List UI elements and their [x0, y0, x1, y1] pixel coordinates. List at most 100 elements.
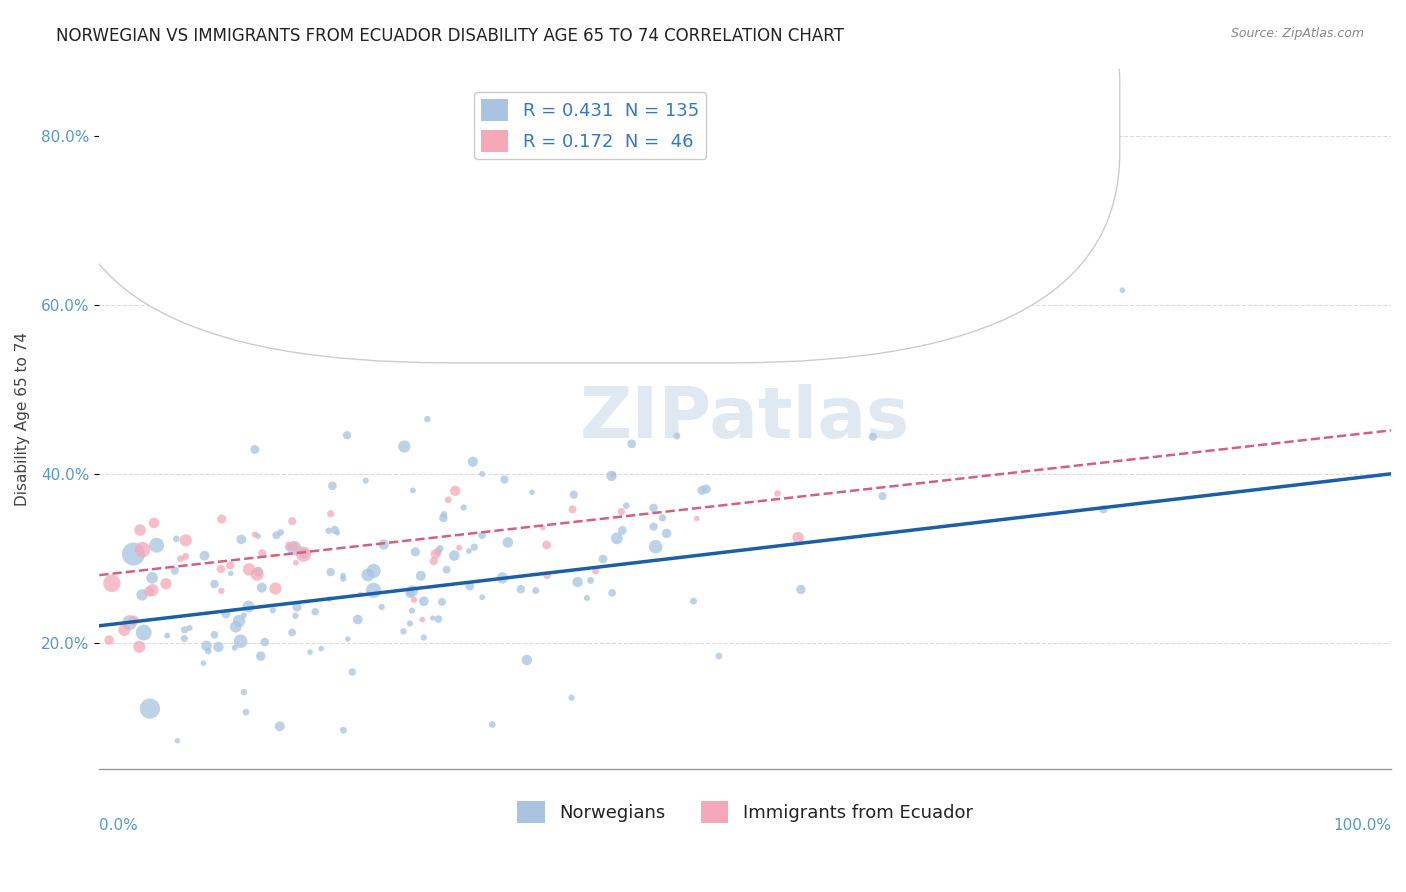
Text: NORWEGIAN VS IMMIGRANTS FROM ECUADOR DISABILITY AGE 65 TO 74 CORRELATION CHART: NORWEGIAN VS IMMIGRANTS FROM ECUADOR DIS… [56, 27, 844, 45]
Point [174, 549, 197, 564]
Point [318, 524, 340, 538]
Point [423, 554, 446, 568]
Point [787, 531, 810, 545]
Point [143, 516, 166, 530]
Point [232, 685, 254, 699]
Point [235, 705, 257, 719]
Point [686, 511, 709, 525]
Point [179, 621, 201, 635]
Point [332, 723, 354, 738]
Point [304, 605, 326, 619]
Point [561, 502, 583, 516]
Point [292, 547, 315, 561]
Point [458, 544, 481, 558]
Point [284, 556, 307, 570]
Point [197, 644, 219, 658]
Point [461, 455, 484, 469]
Point [1111, 283, 1133, 297]
Y-axis label: Disability Age 65 to 74: Disability Age 65 to 74 [15, 332, 30, 506]
Point [253, 635, 276, 649]
Point [363, 583, 385, 598]
Point [243, 527, 266, 541]
Point [321, 479, 343, 493]
Point [224, 640, 246, 655]
Point [336, 632, 359, 646]
Point [145, 538, 167, 552]
Point [443, 549, 465, 563]
Point [131, 588, 153, 602]
Point [269, 719, 291, 733]
Point [610, 505, 633, 519]
Point [398, 616, 420, 631]
Point [132, 625, 155, 640]
Point [872, 489, 894, 503]
Legend: Norwegians, Immigrants from Ecuador: Norwegians, Immigrants from Ecuador [510, 794, 980, 830]
Point [264, 582, 287, 596]
Point [231, 533, 253, 547]
Point [790, 582, 813, 597]
Point [436, 563, 458, 577]
Point [350, 587, 373, 601]
Point [690, 483, 713, 498]
Point [129, 523, 152, 537]
Point [250, 581, 273, 595]
Point [1092, 502, 1115, 516]
Point [232, 608, 254, 623]
Point [520, 485, 543, 500]
Point [392, 624, 415, 639]
Point [516, 653, 538, 667]
Point [281, 514, 304, 528]
Point [138, 584, 160, 599]
Point [118, 615, 141, 630]
Point [319, 507, 342, 521]
Point [128, 640, 150, 654]
Point [651, 511, 673, 525]
Point [122, 547, 145, 561]
Point [204, 628, 226, 642]
Point [433, 508, 456, 522]
Point [174, 533, 197, 548]
Point [165, 532, 187, 546]
Point [411, 613, 433, 627]
Point [643, 519, 665, 533]
Point [536, 568, 558, 582]
Point [238, 599, 260, 614]
Point [401, 604, 423, 618]
Point [323, 523, 346, 537]
Point [655, 526, 678, 541]
Point [225, 620, 247, 634]
Point [332, 572, 354, 586]
Point [412, 594, 434, 608]
Point [862, 430, 884, 444]
Point [141, 571, 163, 585]
Point [524, 583, 547, 598]
Point [394, 440, 416, 454]
Point [326, 525, 349, 540]
Point [412, 631, 434, 645]
Point [332, 568, 354, 582]
Point [695, 482, 717, 496]
Point [285, 600, 308, 615]
Point [427, 544, 450, 558]
Point [229, 634, 252, 648]
Point [707, 648, 730, 663]
Point [318, 592, 340, 607]
Point [122, 614, 145, 628]
Point [399, 586, 422, 600]
Point [262, 603, 284, 617]
Point [644, 540, 666, 554]
Point [299, 645, 322, 659]
Point [402, 483, 425, 498]
Point [491, 571, 513, 585]
Point [219, 558, 242, 573]
Point [437, 492, 460, 507]
Point [266, 528, 288, 542]
Point [283, 540, 305, 554]
Point [561, 690, 583, 705]
Point [277, 538, 299, 552]
Point [246, 567, 269, 582]
Point [228, 614, 250, 628]
Point [665, 429, 688, 443]
Point [204, 577, 226, 591]
Point [247, 565, 270, 579]
